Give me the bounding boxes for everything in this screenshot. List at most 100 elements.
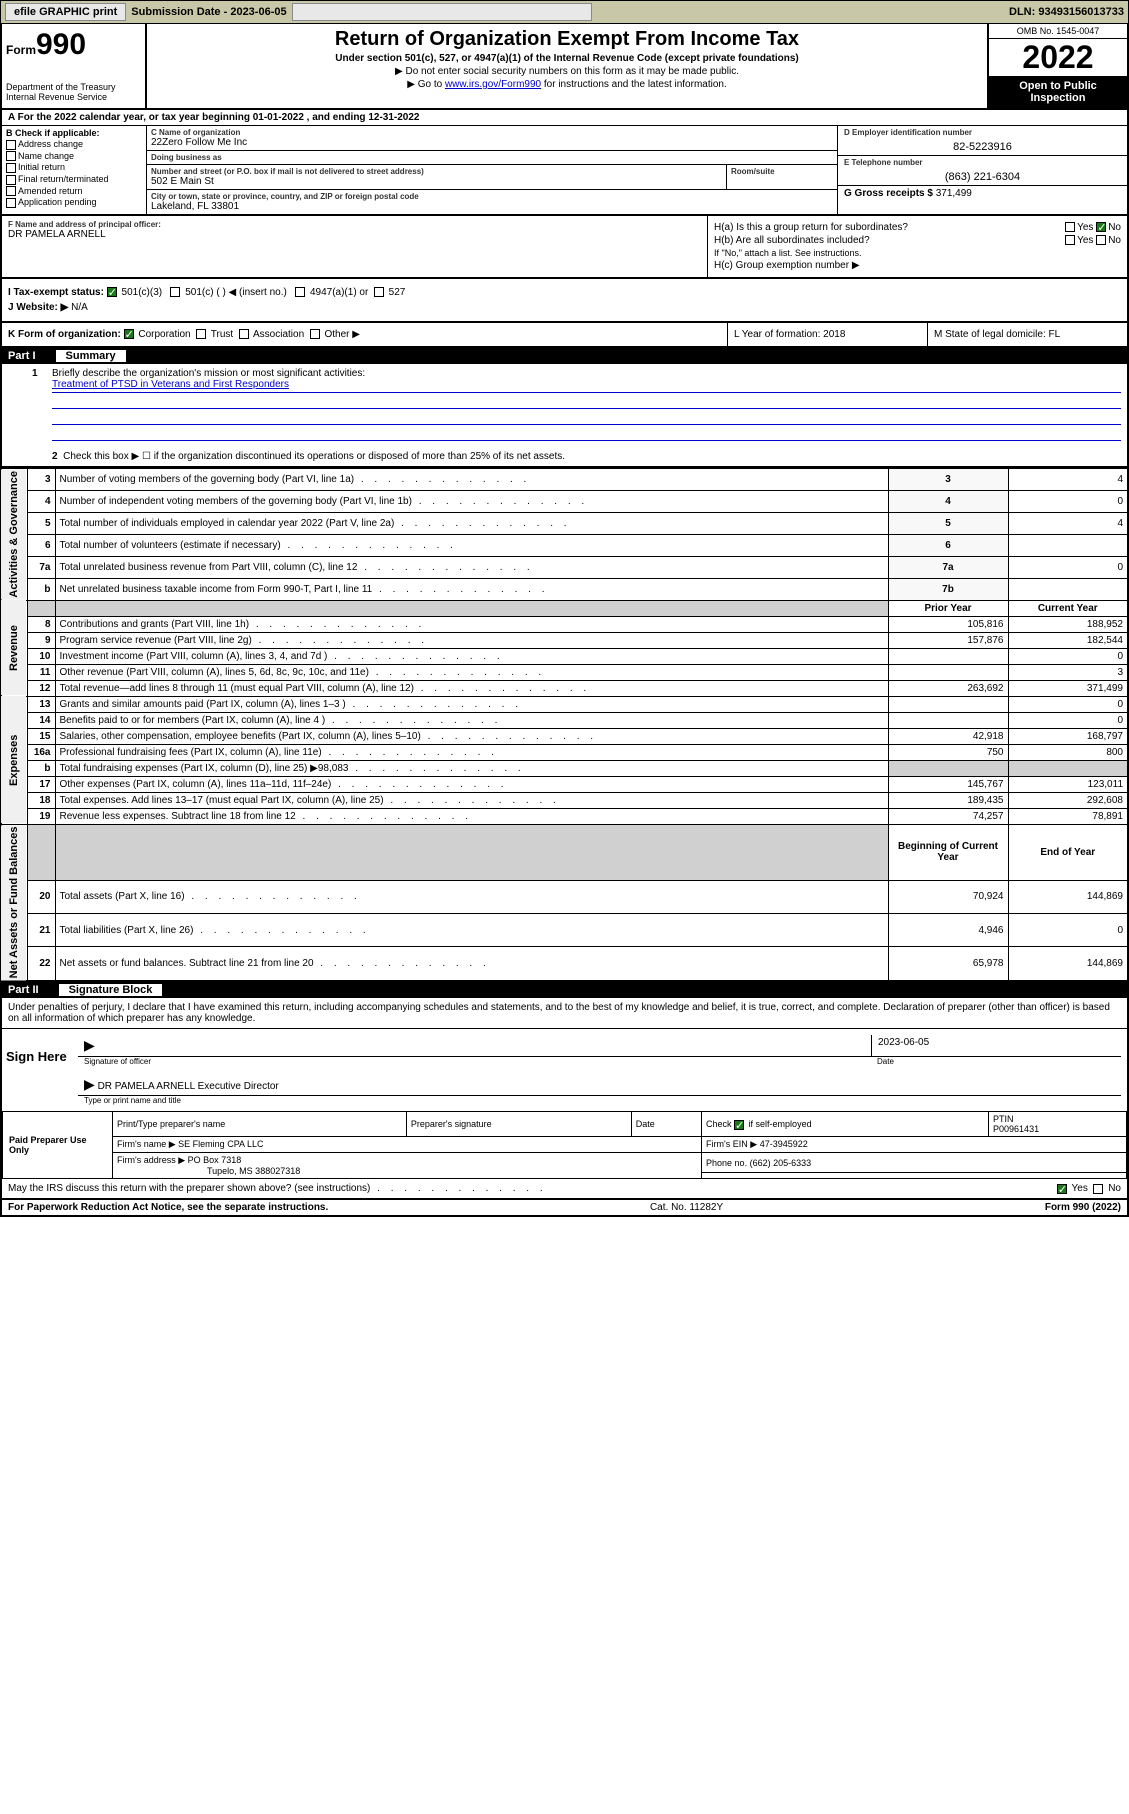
colb-option: Name change <box>6 151 142 162</box>
current-value: 371,499 <box>1008 680 1128 696</box>
phone-value: (863) 221-6304 <box>844 171 1121 183</box>
current-value: 78,891 <box>1008 808 1128 824</box>
type-name-label: Type or print name and title <box>78 1096 1121 1105</box>
prior-value <box>888 712 1008 728</box>
current-value: 0 <box>1008 914 1128 947</box>
year-formation: L Year of formation: 2018 <box>727 323 927 346</box>
prior-value: 4,946 <box>888 914 1008 947</box>
fg-block: F Name and address of principal officer:… <box>0 216 1129 279</box>
k-block: K Form of organization: Corporation Trus… <box>0 323 1129 348</box>
527-checkbox[interactable] <box>374 287 384 297</box>
line-num: 10 <box>27 648 55 664</box>
line-num: 8 <box>27 616 55 632</box>
mission-link[interactable]: Treatment of PTSD in Veterans and First … <box>52 379 289 390</box>
line-text: Investment income (Part VIII, column (A)… <box>55 648 888 664</box>
colb-checkbox[interactable] <box>6 186 16 196</box>
ha-yes-checkbox[interactable] <box>1065 222 1075 232</box>
line-text: Total revenue—add lines 8 through 11 (mu… <box>55 680 888 696</box>
col-b: B Check if applicable: Address changeNam… <box>2 126 147 214</box>
prior-value: 263,692 <box>888 680 1008 696</box>
line-num: 6 <box>27 534 55 556</box>
line-num: 15 <box>27 728 55 744</box>
hc-line: H(c) Group exemption number ▶ <box>714 260 1121 271</box>
line-text: Total unrelated business revenue from Pa… <box>55 556 888 578</box>
trust-checkbox[interactable] <box>196 329 206 339</box>
prior-value: 145,767 <box>888 776 1008 792</box>
officer-name: DR PAMELA ARNELL <box>8 229 701 240</box>
part2-header: Part II Signature Block <box>0 982 1129 998</box>
current-value: 144,869 <box>1008 880 1128 913</box>
501c-checkbox[interactable] <box>170 287 180 297</box>
self-emp-checkbox[interactable] <box>734 1120 744 1130</box>
gross-label: G Gross receipts $ <box>844 188 933 199</box>
website-label: J Website: ▶ <box>8 302 68 313</box>
line-text: Number of voting members of the governin… <box>55 469 888 491</box>
line-value: 0 <box>1008 556 1128 578</box>
colb-checkbox[interactable] <box>6 175 16 185</box>
prep-name-label: Print/Type preparer's name <box>113 1112 407 1137</box>
irs-link[interactable]: www.irs.gov/Form990 <box>445 79 541 90</box>
prior-value <box>888 696 1008 712</box>
bullet-ssn: ▶ Do not enter social security numbers o… <box>157 66 977 77</box>
line-num: 7a <box>27 556 55 578</box>
line-text: Other revenue (Part VIII, column (A), li… <box>55 664 888 680</box>
may-irs-text: May the IRS discuss this return with the… <box>8 1183 547 1194</box>
website-value: N/A <box>71 302 88 313</box>
form-number: 990 <box>36 28 86 61</box>
colb-checkbox[interactable] <box>6 198 16 208</box>
form-number-box: Form990 Department of the Treasury Inter… <box>2 24 147 108</box>
part1-header: Part I Summary <box>0 348 1129 364</box>
colb-checkbox[interactable] <box>6 151 16 161</box>
col-b-title: B Check if applicable: <box>6 128 142 138</box>
irs-no-checkbox[interactable] <box>1093 1184 1103 1194</box>
firm-ein-cell: Firm's EIN ▶ 47-3945922 <box>702 1137 1127 1153</box>
current-value: 0 <box>1008 712 1128 728</box>
line-text: Grants and similar amounts paid (Part IX… <box>55 696 888 712</box>
irs-yes-checkbox[interactable] <box>1057 1184 1067 1194</box>
hb-no-checkbox[interactable] <box>1096 235 1106 245</box>
line-num: 13 <box>27 696 55 712</box>
open-inspection: Open to Public Inspection <box>989 76 1127 108</box>
declaration: Under penalties of perjury, I declare th… <box>2 998 1127 1029</box>
line-num: 18 <box>27 792 55 808</box>
city-label: City or town, state or province, country… <box>151 192 833 201</box>
line-value: 4 <box>1008 469 1128 491</box>
line-num: 3 <box>27 469 55 491</box>
submission-blank-button[interactable] <box>292 3 592 21</box>
line-num: b <box>27 578 55 600</box>
ein-value: 82-5223916 <box>844 141 1121 153</box>
self-employed-cell: Check if self-employed <box>702 1112 989 1137</box>
current-value: 168,797 <box>1008 728 1128 744</box>
ha-no-checkbox[interactable] <box>1096 222 1106 232</box>
4947-checkbox[interactable] <box>295 287 305 297</box>
prior-value: 189,435 <box>888 792 1008 808</box>
colb-checkbox[interactable] <box>6 140 16 150</box>
line-text: Benefits paid to or for members (Part IX… <box>55 712 888 728</box>
col-header: Current Year <box>1008 600 1128 616</box>
corp-checkbox[interactable] <box>124 329 134 339</box>
tax-year: 2022 <box>989 39 1127 76</box>
col-header: End of Year <box>1008 824 1128 880</box>
subtitle: Under section 501(c), 527, or 4947(a)(1)… <box>157 53 977 64</box>
hb-yes-checkbox[interactable] <box>1065 235 1075 245</box>
street-address: 502 E Main St <box>151 176 722 187</box>
assoc-checkbox[interactable] <box>239 329 249 339</box>
prior-value <box>888 648 1008 664</box>
line-text: Program service revenue (Part VIII, line… <box>55 632 888 648</box>
other-checkbox[interactable] <box>310 329 320 339</box>
omb-number: OMB No. 1545-0047 <box>989 24 1127 39</box>
colb-checkbox[interactable] <box>6 163 16 173</box>
line-text: Revenue less expenses. Subtract line 18 … <box>55 808 888 824</box>
row-a: A For the 2022 calendar year, or tax yea… <box>0 110 1129 126</box>
part2-title: Signature Block <box>59 984 163 996</box>
dept-treasury: Department of the Treasury Internal Reve… <box>6 82 141 102</box>
phone-label: E Telephone number <box>844 158 1121 167</box>
efile-print-button[interactable]: efile GRAPHIC print <box>5 3 126 21</box>
tax-status-label: I Tax-exempt status: <box>8 287 104 298</box>
501c3-checkbox[interactable] <box>107 287 117 297</box>
form-word: Form <box>6 43 36 57</box>
line-text: Total fundraising expenses (Part IX, col… <box>55 760 888 776</box>
ij-block: I Tax-exempt status: 501(c)(3) 501(c) ( … <box>0 279 1129 323</box>
line-num: 11 <box>27 664 55 680</box>
colb-option: Address change <box>6 139 142 150</box>
